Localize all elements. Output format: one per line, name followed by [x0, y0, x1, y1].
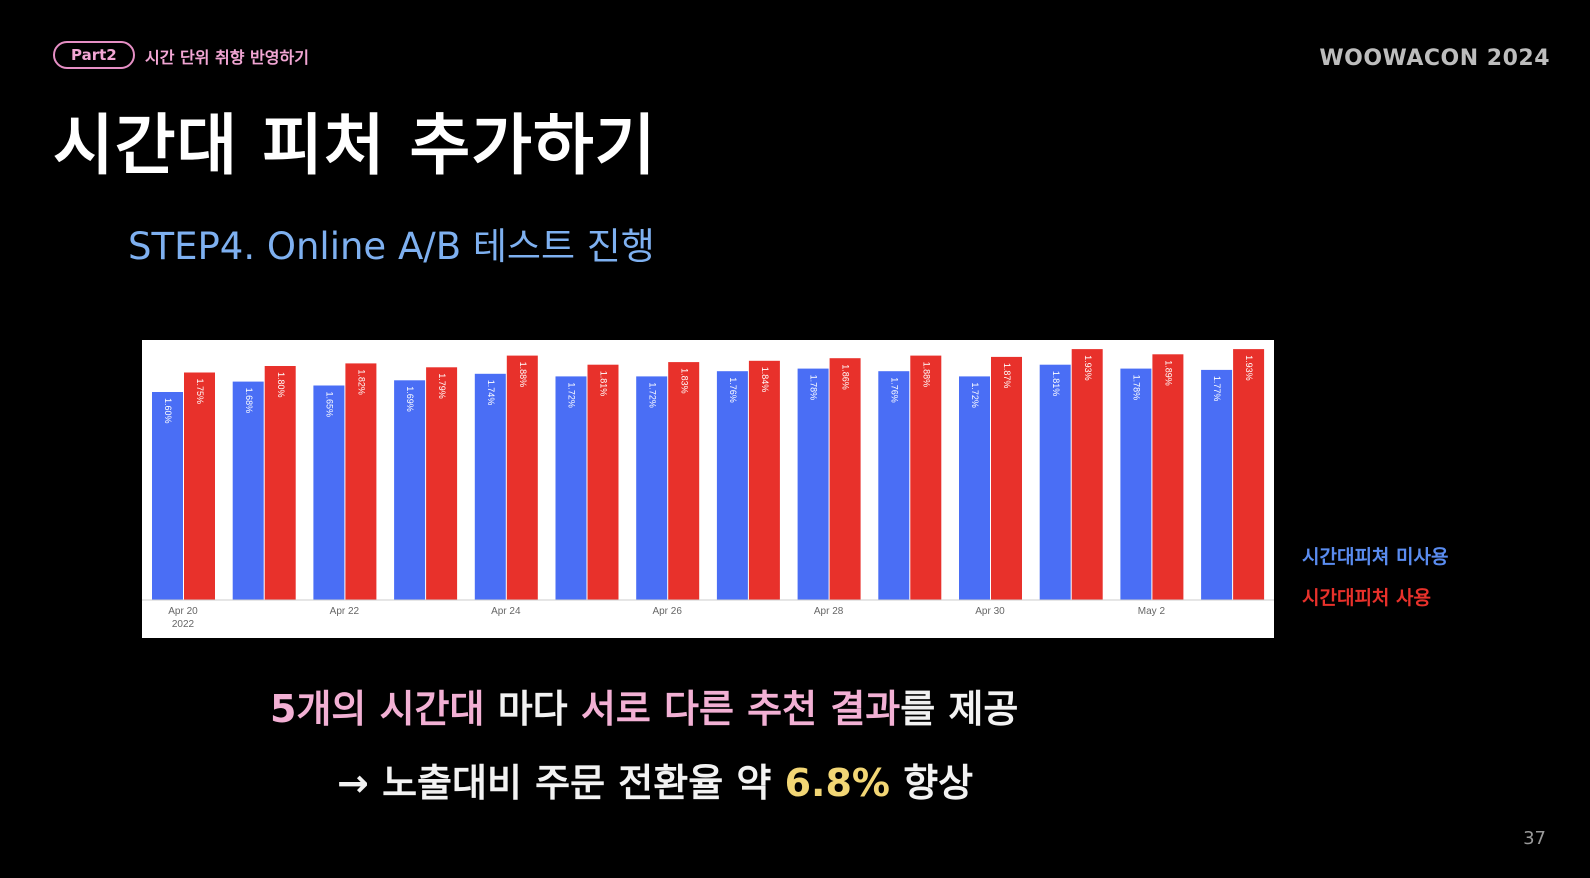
data-label-series1-11: 1.81%	[1051, 371, 1061, 397]
bar-series1-13	[1201, 369, 1233, 600]
data-label-series2-6: 1.83%	[679, 368, 689, 394]
bar-series2-8	[829, 358, 861, 600]
bar-series1-3	[394, 380, 426, 600]
bar-series1-9	[878, 371, 910, 600]
legend-item-series1: 시간대피쳐 미사용	[1302, 546, 1449, 568]
data-label-series1-9: 1.76%	[889, 377, 899, 403]
data-label-series2-10: 1.87%	[1002, 363, 1012, 389]
data-label-series2-0: 1.75%	[195, 379, 205, 405]
bar-series2-7	[748, 360, 780, 600]
data-label-series2-1: 1.80%	[276, 372, 286, 398]
x-tick-label: Apr 28	[814, 606, 844, 617]
summary-text-1: 마다	[484, 687, 581, 731]
data-label-series2-3: 1.79%	[437, 373, 447, 399]
summary-text-2: 를 제공	[900, 687, 1019, 731]
data-label-series2-7: 1.84%	[760, 367, 770, 393]
bar-series1-7	[716, 371, 748, 600]
data-label-series2-2: 1.82%	[357, 369, 367, 395]
data-label-series1-0: 1.60%	[163, 398, 173, 424]
bar-series2-13	[1233, 349, 1265, 600]
bar-series1-4	[474, 373, 506, 600]
data-label-series1-8: 1.78%	[809, 375, 819, 401]
step-heading: STEP4. Online A/B 테스트 진행	[128, 225, 655, 268]
chart-container: 1.60% 1.75% Apr 20 2022 1.68% 1.80% 1.65% 1.82%…	[142, 340, 1274, 638]
bar-series1-0	[152, 392, 183, 600]
bar-series2-3	[426, 367, 458, 600]
summary-highlight-1: 5개의 시간대	[270, 687, 485, 731]
bar-series1-2	[313, 385, 345, 600]
bar-series2-4	[506, 355, 538, 600]
bar-series2-10	[991, 356, 1022, 600]
bar-series1-5	[555, 376, 587, 600]
bar-series1-1	[232, 381, 264, 600]
bar-series2-2	[345, 363, 377, 600]
data-label-series1-7: 1.76%	[728, 377, 738, 403]
x-tick-label: May 2	[1138, 606, 1166, 617]
legend-item-series2: 시간대피처 사용	[1302, 587, 1431, 609]
x-year-label: 2022	[172, 619, 195, 630]
summary-highlight-3: 6.8%	[784, 761, 890, 805]
data-label-series2-8: 1.86%	[841, 364, 851, 390]
data-label-series2-13: 1.93%	[1244, 355, 1254, 381]
data-label-series1-6: 1.72%	[647, 382, 657, 408]
bar-series2-6	[668, 362, 700, 600]
data-label-series2-9: 1.88%	[921, 362, 931, 388]
data-label-series1-12: 1.78%	[1132, 375, 1142, 401]
data-label-series2-12: 1.89%	[1164, 360, 1174, 386]
x-tick-label: Apr 30	[975, 606, 1005, 617]
x-tick-label: Apr 22	[330, 606, 360, 617]
data-label-series1-4: 1.74%	[486, 380, 496, 406]
bar-chart: 1.60% 1.75% Apr 20 2022 1.68% 1.80% 1.65% 1.82%…	[142, 349, 1274, 630]
bar-series2-12	[1152, 354, 1184, 600]
part-badge: Part2	[53, 41, 135, 69]
x-tick-label: Apr 24	[491, 606, 521, 617]
bar-series2-9	[910, 355, 942, 600]
bar-series2-11	[1071, 349, 1103, 600]
data-label-series1-2: 1.65%	[325, 392, 335, 418]
bar-series2-1	[264, 366, 296, 600]
bar-series2-0	[184, 372, 215, 600]
data-label-series1-1: 1.68%	[244, 388, 254, 414]
part-title: 시간 단위 취향 반영하기	[145, 48, 309, 67]
page-number: 37	[1523, 828, 1546, 849]
bar-series2-5	[587, 364, 619, 600]
chart-legend: 시간대피쳐 미사용 시간대피처 사용	[1302, 542, 1448, 624]
data-label-series2-11: 1.93%	[1083, 355, 1093, 381]
summary-line-1: 5개의 시간대 마다 서로 다른 추천 결과를 제공	[270, 678, 1018, 733]
summary-highlight-2: 서로 다른 추천 결과	[580, 687, 901, 731]
brand-logo: WOOWACON 2024	[1319, 46, 1550, 71]
data-label-series2-4: 1.88%	[518, 362, 528, 388]
data-label-series1-3: 1.69%	[405, 386, 415, 412]
x-tick-label: Apr 20	[168, 606, 198, 617]
summary-line-2: → 노출대비 주문 전환율 약 6.8% 향상	[337, 752, 973, 807]
data-label-series1-5: 1.72%	[567, 382, 577, 408]
bar-series1-6	[636, 376, 668, 600]
bar-series1-12	[1120, 368, 1152, 600]
bar-series1-10	[959, 376, 990, 600]
summary-text-3: → 노출대비 주문 전환율 약	[337, 761, 785, 805]
x-tick-label: Apr 26	[652, 606, 682, 617]
page-title: 시간대 피처 추가하기	[53, 107, 657, 184]
data-label-series2-5: 1.81%	[599, 371, 609, 397]
summary-text-4: 향상	[889, 761, 974, 805]
data-label-series1-13: 1.77%	[1212, 376, 1222, 402]
bar-series1-8	[797, 368, 829, 600]
bar-series1-11	[1039, 364, 1071, 600]
data-label-series1-10: 1.72%	[970, 382, 980, 408]
